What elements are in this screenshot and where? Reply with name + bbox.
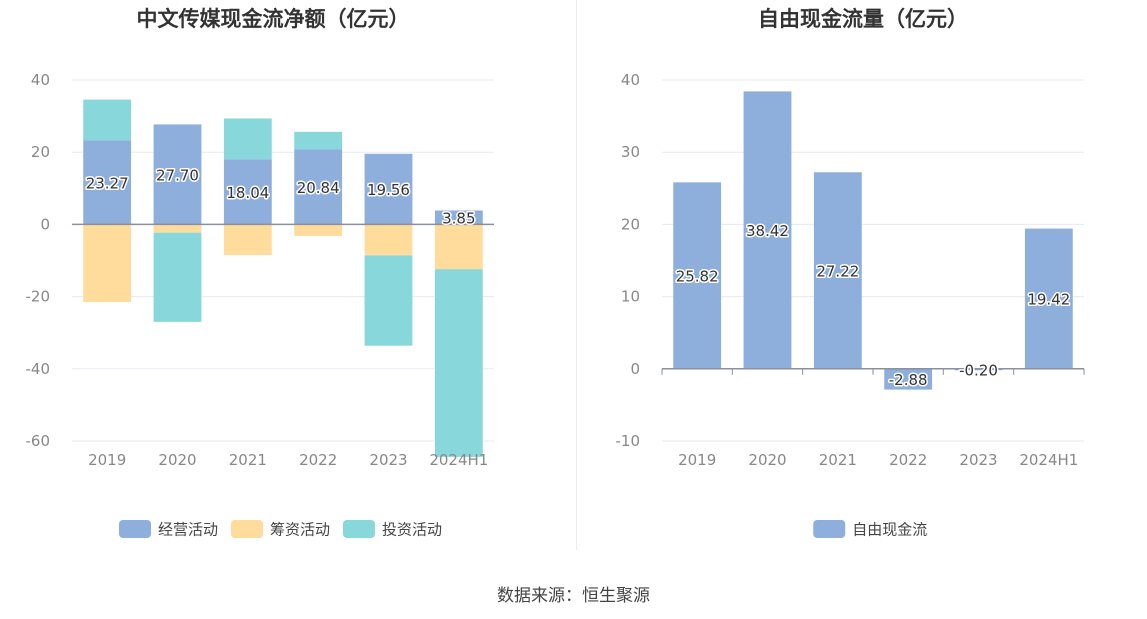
cashflow-data-label-2021: 18.04 [226,184,269,202]
fcf-legend-item-0[interactable]: 自由现金流 [813,520,927,539]
cashflow-bar-2021-s0 [223,159,272,225]
fcf-data-label-2024h1: 19.42 [1027,291,1070,309]
fcf-bar-2021-s0 [813,172,862,369]
cashflow-bar-2022-s0 [294,149,343,225]
cashflow-x-label-2022: 2022 [299,451,337,469]
fcf-bar-2023-s0 [954,368,1003,371]
fcf-data-label-2021: 27.22 [816,263,859,281]
cashflow-y-tick-label: -60 [26,432,51,450]
fcf-y-tick-label: 20 [621,215,640,233]
cashflow-bar-2019-s0 [83,140,132,225]
source-note: 数据来源：恒生聚源 [497,586,650,606]
cashflow-x-label-2024h1: 2024H1 [429,451,488,469]
cashflow-bar-2024h1-s2 [434,269,483,457]
cashflow-bar-2019-s1 [83,224,132,303]
fcf-bar-2019-s0 [673,182,722,369]
fcf-legend-label: 自由现金流 [852,521,927,539]
fcf-bar-2024h1-s0 [1024,228,1073,369]
cashflow-bar-2020-s1 [153,224,202,233]
cashflow-legend-item-1[interactable]: 筹资活动 [231,520,330,539]
cashflow-legend-label: 投资活动 [382,521,442,539]
fcf-y-tick-label: 40 [621,71,640,89]
fcf-data-label-2023: -0.20 [959,362,998,380]
fcf-bar-2020-s0 [743,91,792,369]
fcf-x-label-2021: 2021 [819,451,857,469]
cashflow-bar-2023-s0 [364,153,413,225]
cashflow-legend-label: 筹资活动 [270,521,330,539]
cashflow-bar-2024h1-s1 [434,224,483,270]
fcf-x-label-2020: 2020 [748,451,786,469]
cashflow-bar-2022-s1 [294,224,343,236]
cashflow-bar-2020-s2 [153,232,202,322]
fcf-x-label-2023: 2023 [959,451,997,469]
cashflow-bar-2022-s2 [294,131,343,150]
cashflow-y-tick-label: -40 [26,360,51,378]
cashflow-y-tick-label: 40 [31,71,50,89]
cashflow-legend-swatch [119,520,151,538]
cashflow-title: 中文传媒现金流净额（亿元） [137,7,410,31]
fcf-data-label-2019: 25.82 [676,268,719,286]
cashflow-bar-2020-s0 [153,124,202,225]
panel-divider [576,0,577,550]
cashflow-y-tick-label: -20 [26,288,51,306]
cashflow-legend-item-0[interactable]: 经营活动 [119,520,218,539]
fcf-y-tick-label: 30 [621,143,640,161]
fcf-x-label-2019: 2019 [678,451,716,469]
cashflow-bar-2023-s2 [364,255,413,346]
cashflow-legend-item-2[interactable]: 投资活动 [343,520,442,539]
cashflow-bar-2019-s2 [83,99,132,141]
cashflow-data-label-2020: 27.70 [156,166,199,184]
cashflow-data-label-2024h1: 3.85 [442,209,475,227]
fcf-data-label-2022: -2.88 [889,371,928,389]
cashflow-data-label-2023: 19.56 [367,181,410,199]
fcf-y-tick-label: 0 [630,360,640,378]
cashflow-bar-2023-s1 [364,224,413,256]
cashflow-bar-2024h1-s0 [434,210,483,225]
fcf-y-tick-label: -10 [616,432,641,450]
cashflow-x-label-2020: 2020 [158,451,196,469]
cashflow-y-tick-label: 20 [31,143,50,161]
cashflow-chart: 中文传媒现金流净额（亿元） 40 20 0 -20 -40 -60 23.27 27.70 18.… [26,7,494,539]
cashflow-data-label-2019: 23.27 [86,174,129,192]
fcf-legend-swatch [813,520,846,538]
cashflow-x-label-2023: 2023 [369,451,407,469]
cashflow-data-label-2022: 20.84 [297,179,340,197]
fcf-y-tick-label: 10 [621,288,640,306]
cashflow-legend-swatch [231,520,263,538]
fcf-bar-2022-s0 [884,368,933,390]
cashflow-bar-2021-s2 [223,118,272,160]
cashflow-legend-label: 经营活动 [158,521,218,539]
cashflow-y-tick-label: 0 [40,215,50,233]
cashflow-legend-swatch [343,520,375,538]
cashflow-bar-2021-s1 [223,224,272,256]
fcf-data-label-2020: 38.42 [746,222,789,240]
fcf-x-label-2022: 2022 [889,451,927,469]
cashflow-x-label-2021: 2021 [229,451,267,469]
fcf-title: 自由现金流量（亿元） [758,7,968,31]
fcf-x-label-2024h1: 2024H1 [1019,451,1078,469]
cashflow-x-label-2019: 2019 [88,451,126,469]
